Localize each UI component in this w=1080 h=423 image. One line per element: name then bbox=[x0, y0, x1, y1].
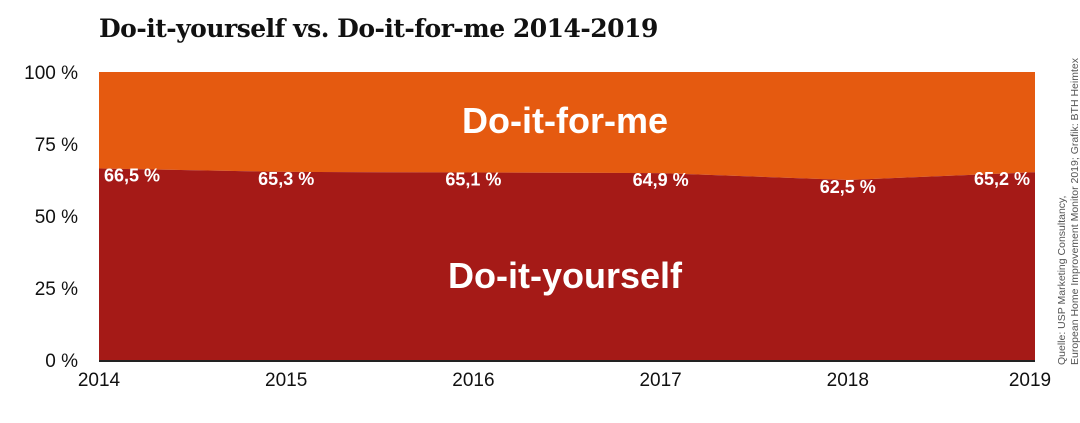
x-tick-label: 2014 bbox=[78, 370, 121, 391]
area-do-it-yourself bbox=[99, 168, 1035, 360]
series-label-do-it-yourself: Do-it-yourself bbox=[448, 255, 683, 296]
x-tick-label: 2015 bbox=[265, 370, 307, 391]
area-do-it-for-me bbox=[99, 72, 1035, 180]
x-tick-label: 2019 bbox=[1009, 370, 1051, 391]
source-line-1: Quelle: USP Marketing Consultancy, bbox=[1056, 195, 1068, 365]
data-label: 65,2 % bbox=[974, 169, 1030, 189]
data-label: 66,5 % bbox=[104, 165, 160, 185]
chart-title: Do-it-yourself vs. Do-it-for-me 2014-201… bbox=[99, 14, 658, 43]
data-label: 62,5 % bbox=[820, 177, 876, 197]
x-tick-label: 2017 bbox=[639, 370, 681, 391]
source-line-2: European Home Improvement Monitor 2019; … bbox=[1069, 58, 1080, 365]
y-tick-label: 50 % bbox=[35, 207, 78, 228]
data-label: 65,1 % bbox=[445, 170, 501, 190]
y-tick-label: 100 % bbox=[24, 63, 78, 84]
data-label: 65,3 % bbox=[258, 169, 314, 189]
x-tick-label: 2016 bbox=[452, 370, 494, 391]
x-tick-label: 2018 bbox=[827, 370, 869, 391]
y-tick-label: 25 % bbox=[35, 279, 78, 300]
series-label-do-it-for-me: Do-it-for-me bbox=[462, 100, 668, 141]
y-tick-label: 75 % bbox=[35, 135, 78, 156]
source-note: Quelle: USP Marketing Consultancy, Europ… bbox=[1056, 58, 1080, 365]
y-tick-label: 0 % bbox=[45, 351, 78, 372]
data-label: 64,9 % bbox=[633, 170, 689, 190]
